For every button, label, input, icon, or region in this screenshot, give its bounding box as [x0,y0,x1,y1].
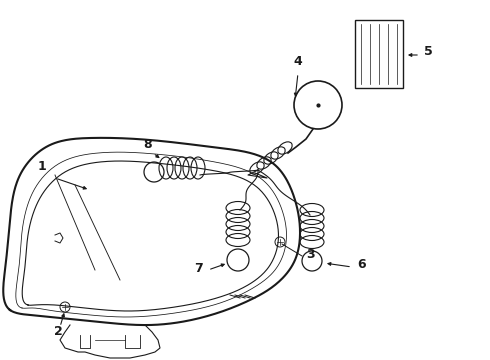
Text: 8: 8 [144,138,152,151]
Bar [355,20,403,88]
Text: 6: 6 [358,258,367,271]
Text: 7: 7 [194,262,202,275]
Text: 2: 2 [53,325,62,338]
Text: 1: 1 [38,160,47,173]
Text: 4: 4 [294,55,302,68]
Text: 3: 3 [306,248,314,261]
Text: 5: 5 [424,45,432,58]
